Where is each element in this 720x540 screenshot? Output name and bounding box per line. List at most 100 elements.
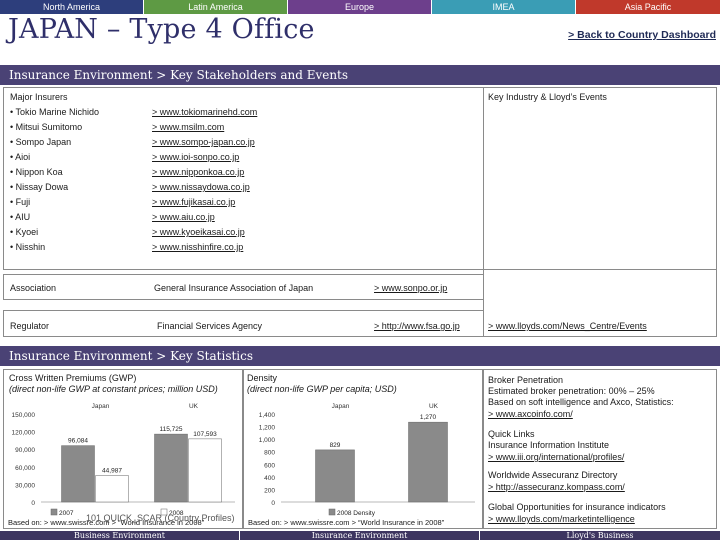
bar-value-label: 96,084: [68, 438, 88, 445]
legend-swatch: [160, 508, 168, 516]
quick-link-text: Worldwide Assecuranz Directory: [488, 470, 618, 480]
legend-swatch: [328, 508, 336, 516]
insurer-name: • Tokio Marine Nichido: [10, 107, 100, 117]
insurers-heading: Major Insurers: [10, 92, 68, 102]
slide-footer-overlay: 101 QUICK_SCAR (Country Profiles): [86, 513, 235, 523]
bar: [154, 433, 188, 503]
y-tick-label: 90,000: [15, 447, 35, 454]
y-tick-label: 200: [264, 487, 275, 494]
tab-europe[interactable]: Europe: [288, 0, 431, 14]
statistics-section-bar: Insurance Environment > Key Statistics: [0, 346, 720, 366]
tab-latin-america[interactable]: Latin America: [144, 0, 287, 14]
events-panel-frame: [716, 87, 717, 337]
broker-heading: Broker Penetration: [488, 375, 564, 385]
density-chart: 0 200 400 600 800 1,000 1,200 1,400 Japan UK 829 1,…: [259, 403, 475, 517]
quick-link-text: Global Opportunities for insurance indic…: [488, 502, 666, 512]
y-tick-label: 1,400: [259, 412, 276, 419]
gwp-chart: 0 30,000 60,000 90,000 120,000 150,000 Japan UK…: [12, 403, 235, 517]
back-to-dashboard-link[interactable]: > Back to Country Dashboard: [568, 29, 716, 41]
bar: [188, 438, 222, 503]
insurer-link[interactable]: > www.kyoeikasai.co.jp: [152, 227, 245, 237]
category-label: UK: [189, 403, 199, 410]
quick-link[interactable]: > www.iii.org/international/profiles/: [488, 452, 625, 462]
quick-link[interactable]: > www.lloyds.com/marketintelligence: [488, 514, 635, 524]
bar-value-label: 1,270: [420, 414, 437, 421]
bar-value-label: 107,593: [193, 431, 217, 438]
bar: [61, 445, 95, 503]
y-tick-label: 0: [271, 500, 275, 507]
insurer-link[interactable]: > www.tokiomarinehd.com: [152, 107, 258, 117]
insurer-name: • Nissay Dowa: [10, 182, 69, 192]
insurer-name: • Fuji: [10, 197, 31, 207]
regulator-name: Financial Services Agency: [157, 321, 263, 331]
y-tick-label: 1,200: [259, 425, 276, 432]
y-tick-label: 60,000: [15, 465, 35, 472]
category-label: Japan: [332, 403, 350, 410]
insurer-link[interactable]: > www.fujikasai.co.jp: [152, 197, 236, 207]
bar-value-label: 829: [330, 442, 341, 449]
stakeholders-section-bar: Insurance Environment > Key Stakeholders…: [0, 65, 720, 85]
insurer-name: • Nippon Koa: [10, 167, 63, 177]
events-heading: Key Industry & Lloyd’s Events: [488, 92, 607, 102]
category-label: Japan: [92, 403, 110, 410]
y-tick-label: 0: [31, 500, 35, 507]
bar: [95, 475, 129, 503]
broker-text: Based on soft intelligence and Axco, Sta…: [488, 397, 674, 407]
association-label: Association: [10, 283, 57, 293]
bottom-tab-lloyds[interactable]: Lloyd's Business: [480, 531, 720, 540]
y-tick-label: 800: [264, 450, 275, 457]
page-title: JAPAN – Type 4 Office: [8, 14, 315, 45]
insurer-name: • Kyoei: [10, 227, 39, 237]
events-divider: [483, 87, 484, 337]
y-tick-label: 30,000: [15, 482, 35, 489]
quick-link[interactable]: > http://assecuranz.kompass.com/: [488, 482, 625, 492]
quick-links-heading: Quick Links: [488, 429, 535, 439]
y-tick-label: 150,000: [12, 412, 36, 419]
gwp-chart-title: Cross Written Premiums (GWP): [9, 373, 137, 383]
insurer-link[interactable]: > www.nissaydowa.co.jp: [152, 182, 250, 192]
bar: [408, 421, 448, 503]
insurer-name: • Sompo Japan: [10, 137, 72, 147]
gwp-source-note: Based on: > www.swissre.com > “World Ins…: [8, 518, 205, 527]
y-tick-label: 400: [264, 475, 275, 482]
broker-link[interactable]: > www.axcoinfo.com/: [488, 409, 573, 419]
broker-text: Estimated broker penetration: 00% – 25%: [488, 386, 655, 396]
insurer-link[interactable]: > www.nisshinfire.co.jp: [152, 242, 244, 252]
bar-value-label: 115,725: [159, 426, 182, 433]
insurer-name: • Nisshin: [10, 242, 46, 252]
tab-asia-pacific[interactable]: Asia Pacific: [576, 0, 720, 14]
regulator-panel: [3, 310, 484, 337]
association-panel: [3, 274, 484, 300]
legend-label: 2008 Density: [337, 510, 376, 517]
insurer-link[interactable]: > www.msilm.com: [152, 122, 225, 132]
bottom-tab-insurance[interactable]: Insurance Environment: [240, 531, 479, 540]
legend-label: 2007: [59, 510, 74, 517]
y-tick-label: 120,000: [12, 430, 36, 437]
category-label: UK: [429, 403, 439, 410]
regulator-link[interactable]: > http://www.fsa.go.jp: [374, 321, 460, 331]
tab-north-america[interactable]: North America: [0, 0, 143, 14]
y-tick-label: 1,000: [259, 437, 276, 444]
regulator-label: Regulator: [10, 321, 50, 331]
quick-link-text: Insurance Information Institute: [488, 440, 610, 450]
y-tick-label: 600: [264, 462, 275, 469]
bottom-tab-business[interactable]: Business Environment: [0, 531, 239, 540]
info-panel: [483, 369, 717, 529]
events-panel-bottom: [483, 336, 717, 337]
events-link[interactable]: > www.lloyds.com/News_Centre/Events: [488, 321, 647, 331]
association-name: General Insurance Association of Japan: [154, 283, 314, 293]
insurer-link[interactable]: > www.sompo-japan.co.jp: [152, 137, 255, 147]
insurer-link[interactable]: > www.nipponkoa.co.jp: [152, 167, 245, 177]
insurer-link[interactable]: > www.aiu.co.jp: [152, 212, 215, 222]
gwp-chart-subtitle: (direct non-life GWP at constant prices;…: [9, 384, 218, 394]
insurer-link[interactable]: > www.ioi-sonpo.co.jp: [152, 152, 240, 162]
insurer-name: • AIU: [10, 212, 31, 222]
insurer-name: • Aioi: [10, 152, 31, 162]
tab-imea[interactable]: IMEA: [432, 0, 575, 14]
insurers-panel: [3, 87, 717, 270]
density-source-note: Based on: > www.swissre.com > “World Ins…: [248, 518, 445, 527]
legend-label: 2008: [169, 510, 184, 517]
association-link[interactable]: > www.sonpo.or.jp: [374, 283, 448, 293]
legend-swatch: [50, 508, 58, 516]
bar-value-label: 44,987: [102, 468, 122, 475]
